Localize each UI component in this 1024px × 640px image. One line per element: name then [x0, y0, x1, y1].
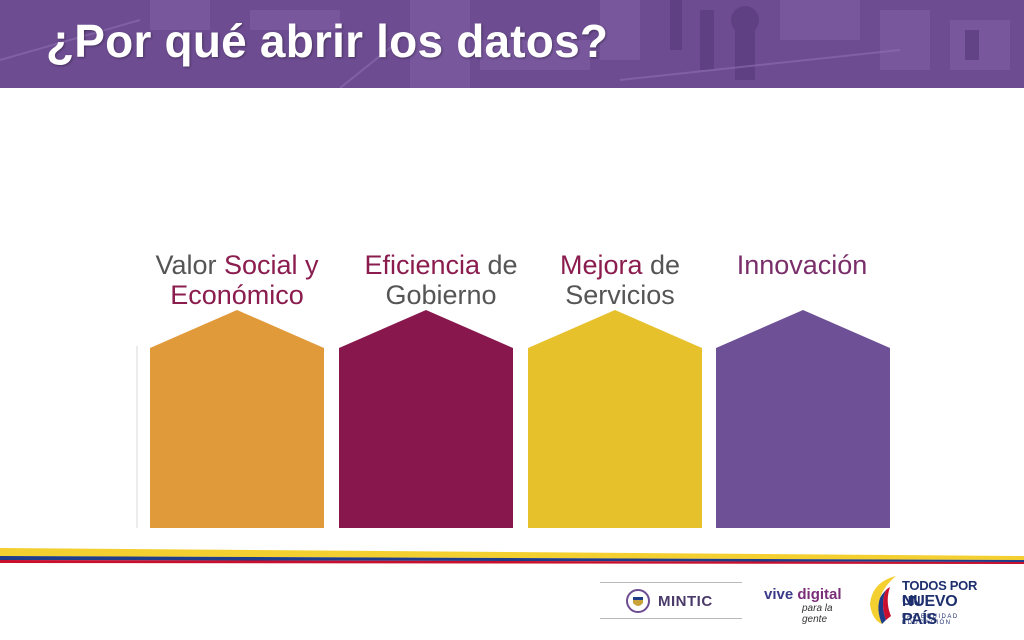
vive-digital-a: vive: [764, 586, 798, 603]
mintic-logo: MINTIC: [626, 588, 713, 614]
pillar-label-eficiencia-highlight: Eficiencia: [364, 250, 480, 280]
vive-digital-tagline: para la gente: [802, 603, 833, 625]
pillar-house-mejora: [528, 310, 702, 528]
pillar-label-mejora-highlight: Mejora: [559, 250, 643, 280]
pillar-shape-eficiencia: [339, 310, 513, 528]
pillar-label-eficiencia: Eficiencia de Gobierno: [346, 250, 536, 310]
pillar-label-social-pre: Valor: [155, 250, 224, 280]
pillar-label-social-line2: Económico: [170, 280, 304, 310]
stripe-red: [0, 560, 1024, 564]
pillar-label-innovacion-highlight: Innovación: [736, 250, 868, 280]
pillar-house-eficiencia: [339, 310, 513, 528]
todos-por-un-nuevo-pais-logo: TODOS POR UN NUEVO PAÍS PAZ EQUIDAD EDUC…: [866, 574, 996, 628]
vive-digital-wordmark: vive digital: [764, 586, 842, 603]
pillar-label-social-highlight: Social y: [223, 250, 319, 280]
pillar-label-mejora: Mejora de Servicios: [525, 250, 715, 310]
pillar-label-mejora-line2: Servicios: [565, 280, 675, 310]
pillar-shape-mejora: [528, 310, 702, 528]
pillar-label-innovacion: Innovación: [707, 250, 897, 280]
vive-digital-b: digital: [797, 586, 842, 603]
pillar-label-eficiencia-post: de: [480, 250, 518, 280]
tpn-line3: PAZ EQUIDAD EDUCACIÓN: [902, 614, 959, 626]
pillar-label-social: Valor Social y Económico: [142, 250, 332, 310]
header-banner: ¿Por qué abrir los datos?: [0, 0, 1024, 88]
pillar-shape-social: [150, 310, 324, 528]
pillar-shape-innovacion: [716, 310, 890, 528]
mintic-divider-top: [600, 582, 742, 583]
coat-of-arms-icon: [626, 589, 650, 613]
tpn-line2: NUEVO PAÍS: [902, 593, 958, 628]
slide-title: ¿Por qué abrir los datos?: [46, 15, 609, 67]
pillar-shadow: [136, 346, 138, 528]
header-illustration: [0, 0, 1010, 88]
pillar-house-social: [150, 310, 324, 528]
pillar-house-innovacion: [716, 310, 890, 528]
pillar-label-mejora-post: de: [642, 250, 681, 280]
pillar-label-eficiencia-line2: Gobierno: [385, 280, 497, 310]
tpn-line1: TODOS POR UN: [902, 578, 978, 608]
vive-digital-logo: vive digital para la gente: [764, 586, 854, 625]
flag-swoosh-icon: [870, 576, 896, 624]
mintic-label: MINTIC: [658, 592, 713, 610]
flag-stripes: [0, 548, 1024, 564]
mintic-divider-bottom: [600, 618, 742, 619]
